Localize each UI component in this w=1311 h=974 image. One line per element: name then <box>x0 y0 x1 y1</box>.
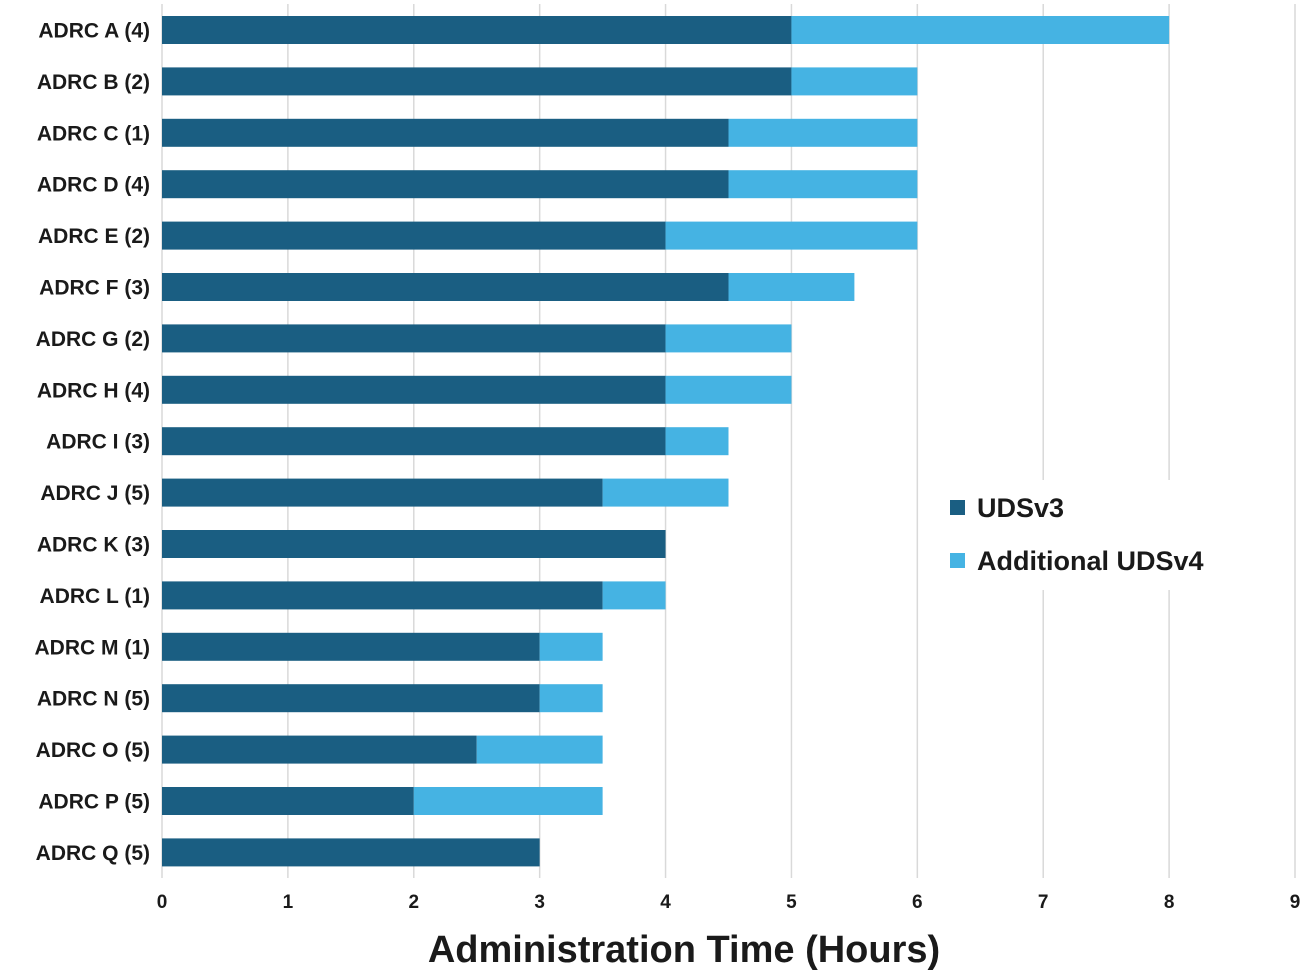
legend-background <box>940 480 1260 590</box>
x-tick-label: 7 <box>1038 892 1049 913</box>
bar-segment <box>162 684 540 713</box>
bar-segment <box>162 273 729 301</box>
bar-segment <box>602 478 729 507</box>
bar-segment <box>476 735 603 764</box>
bar-segment <box>162 632 540 661</box>
category-label: ADRC B (2) <box>37 71 150 94</box>
bar-segment <box>413 787 603 815</box>
category-label: ADRC K (3) <box>37 534 150 557</box>
category-labels: ADRC A (4) ADRC B (2) ADRC C (1) ADRC D (4)… <box>35 20 151 865</box>
x-tick-label: 9 <box>1290 892 1301 913</box>
bar-segment <box>728 170 918 199</box>
bar-segment <box>539 684 603 713</box>
x-tick-label: 0 <box>157 892 168 913</box>
bar-segment <box>162 375 666 404</box>
bar-segment <box>539 632 603 661</box>
legend-swatch <box>950 553 965 568</box>
category-label: ADRC J (5) <box>40 482 150 505</box>
x-tick-label: 3 <box>534 892 545 913</box>
category-label: ADRC I (3) <box>46 431 150 454</box>
bar-segment <box>728 273 855 301</box>
bar-segment <box>162 118 729 147</box>
bar-segment <box>162 478 603 507</box>
bar-segment <box>162 427 666 456</box>
category-label: ADRC N (5) <box>37 688 150 711</box>
bar-segment <box>162 838 540 867</box>
bar-segment <box>665 221 918 250</box>
bar-segment <box>665 375 792 404</box>
bar-segment <box>162 581 603 610</box>
bar-segment <box>665 427 729 456</box>
category-label: ADRC Q (5) <box>36 842 150 865</box>
x-tick-label: 1 <box>283 892 294 913</box>
x-axis-title: Administration Time (Hours) <box>428 929 940 971</box>
bar-segment <box>162 170 729 199</box>
category-label: ADRC C (1) <box>37 122 150 145</box>
category-label: ADRC O (5) <box>36 739 150 762</box>
x-tick-label: 8 <box>1164 892 1175 913</box>
bars <box>162 16 1170 867</box>
legend-label: UDSv3 <box>977 493 1064 523</box>
bar-segment <box>162 67 792 96</box>
x-tick-label: 2 <box>408 892 419 913</box>
category-label: ADRC E (2) <box>38 225 150 248</box>
bar-segment <box>602 581 666 610</box>
category-label: ADRC D (4) <box>37 174 150 197</box>
bar-segment <box>728 118 918 147</box>
bar-segment <box>791 16 1170 44</box>
bar-segment <box>162 16 792 44</box>
category-label: ADRC A (4) <box>38 20 150 43</box>
bar-segment <box>162 530 666 558</box>
legend-swatch <box>950 500 965 515</box>
bar-segment <box>162 735 477 764</box>
legend: UDSv3 Additional UDSv4 <box>940 480 1260 590</box>
bar-segment <box>665 324 792 353</box>
bar-segment <box>162 787 414 815</box>
bar-segment <box>162 221 666 250</box>
category-label: ADRC P (5) <box>38 791 150 814</box>
bar-segment <box>162 324 666 353</box>
x-tick-label: 6 <box>912 892 923 913</box>
bar-segment <box>791 67 918 96</box>
x-tick-labels: 0 1 2 3 4 5 6 7 8 9 <box>157 892 1301 913</box>
x-tick-label: 5 <box>786 892 797 913</box>
category-label: ADRC M (1) <box>35 636 151 659</box>
category-label: ADRC G (2) <box>36 328 150 351</box>
x-tick-label: 4 <box>660 892 671 913</box>
category-label: ADRC H (4) <box>37 379 150 402</box>
category-label: ADRC L (1) <box>40 585 150 608</box>
category-label: ADRC F (3) <box>39 277 150 300</box>
legend-label: Additional UDSv4 <box>977 546 1204 576</box>
